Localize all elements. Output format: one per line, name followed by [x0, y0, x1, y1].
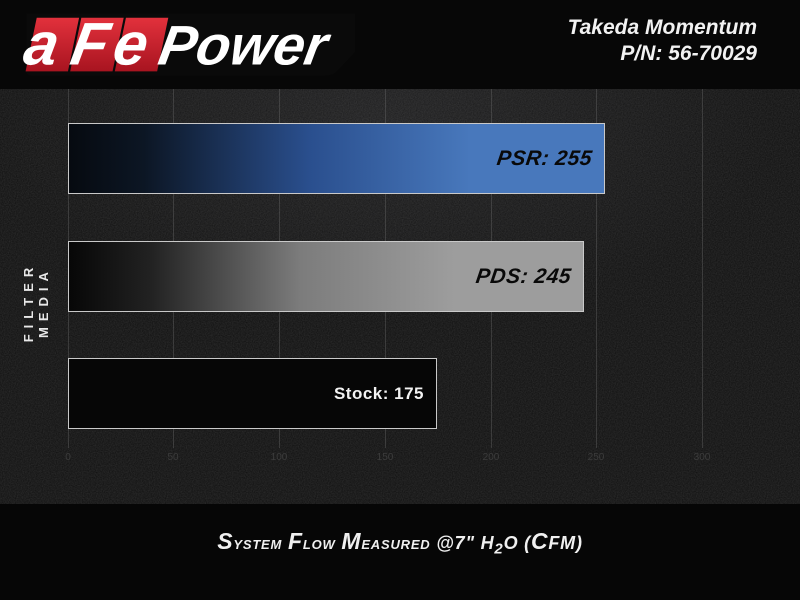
- svg-text:Power: Power: [154, 14, 335, 77]
